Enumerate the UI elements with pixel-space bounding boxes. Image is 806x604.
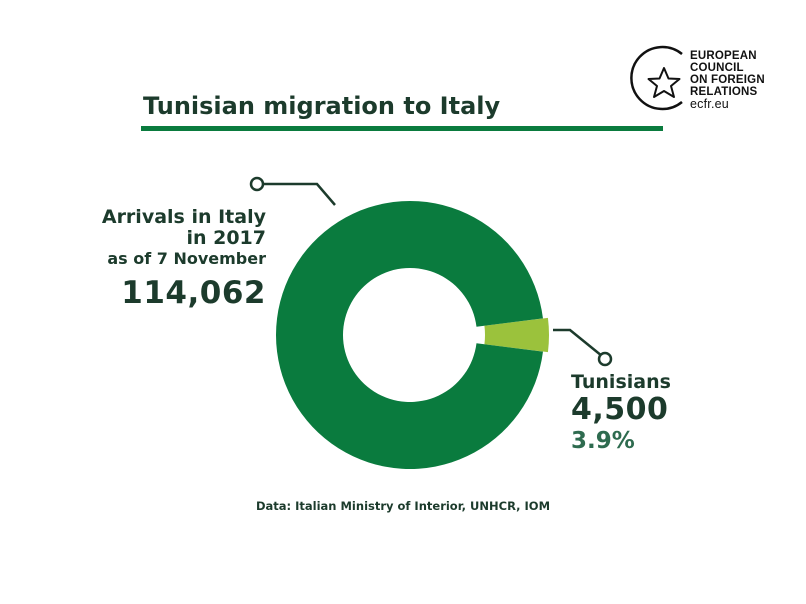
- total-value: 114,062: [121, 275, 266, 311]
- ecfr-logo-text: EUROPEAN COUNCIL ON FOREIGN RELATIONS ec…: [690, 50, 765, 110]
- slice-other-arrivals: [275, 201, 543, 469]
- logo-line: EUROPEAN: [690, 50, 757, 62]
- leader-line-total: [263, 182, 336, 206]
- ecfr-logo: [630, 45, 683, 111]
- chart-title: Tunisian migration to Italy: [143, 92, 501, 120]
- total-label-line: Arrivals in Italy: [101, 206, 266, 228]
- leader-line-tunisians: [553, 328, 603, 357]
- leader-dot-total: [249, 176, 265, 192]
- tunisians-label: Tunisians 4,500 3.9%: [571, 371, 671, 455]
- tunisians-value: 4,500: [571, 392, 669, 427]
- tunisians-percent: 3.9%: [571, 428, 635, 454]
- total-label: Arrivals in Italy in 2017 as of 7 Novemb…: [102, 207, 266, 312]
- logo-line: ON FOREIGN: [690, 74, 765, 86]
- logo-ring: [630, 45, 683, 111]
- leader-dot-tunisians: [597, 351, 613, 367]
- star-icon: [647, 67, 681, 98]
- logo-line: COUNCIL: [690, 62, 744, 74]
- slice-tunisians: [484, 317, 549, 353]
- total-label-line: as of 7 November: [107, 249, 266, 268]
- logo-line: RELATIONS: [690, 86, 758, 98]
- total-label-line: in 2017: [186, 227, 266, 249]
- title-underline: [141, 126, 663, 131]
- source-note: Data: Italian Ministry of Interior, UNHC…: [255, 499, 551, 513]
- tunisians-name: Tunisians: [571, 371, 671, 393]
- logo-url: ecfr.eu: [690, 97, 729, 111]
